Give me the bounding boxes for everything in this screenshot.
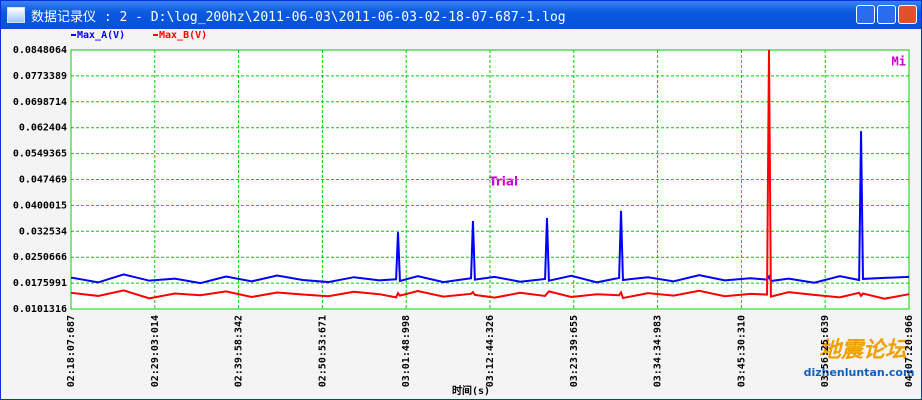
x-tick-label: 02:18:07:687 <box>66 315 77 387</box>
x-tick-label: 02:29:03:014 <box>150 315 161 387</box>
x-axis-label: 时间(s) <box>452 384 490 397</box>
x-tick-label: 04:07:20:966 <box>904 315 915 387</box>
minimize-button[interactable] <box>856 5 875 24</box>
window-title: 数据记录仪 : 2 - D:\log_200hz\2011-06-03\2011… <box>31 9 566 25</box>
y-tick-label: 0.062404 <box>19 123 67 134</box>
plot-border <box>70 49 910 310</box>
annotation: Mi <box>892 55 906 69</box>
x-tick-label: 03:45:30:310 <box>736 315 747 387</box>
y-tick-label: 0.0250666 <box>13 252 67 263</box>
app-icon <box>7 7 25 23</box>
title-bar: 数据记录仪 : 2 - D:\log_200hz\2011-06-03\2011… <box>1 1 921 29</box>
close-button[interactable] <box>898 5 917 24</box>
legend-label: Max_A(V) <box>77 30 125 41</box>
y-tick-label: 0.0101316 <box>13 304 67 315</box>
y-tick-label: 0.0175991 <box>13 278 67 289</box>
x-tick-label: 03:12:44:326 <box>485 315 496 387</box>
chart: Trial Mi 时间(s) 地震论坛 dizhenluntan.com 0.0… <box>13 30 915 397</box>
y-tick-label: 0.032534 <box>19 226 67 237</box>
x-tick-label: 02:39:58:342 <box>234 315 245 387</box>
legend-label: Max_B(V) <box>159 30 207 41</box>
y-tick-label: 0.0698714 <box>13 97 67 108</box>
annotation: Trial <box>489 175 518 189</box>
x-tick-label: 03:23:39:655 <box>569 315 580 387</box>
maximize-button[interactable] <box>877 5 896 24</box>
watermark-url: dizhenluntan.com <box>804 366 915 379</box>
y-tick-label: 0.0848064 <box>13 45 67 56</box>
window-buttons <box>856 5 917 24</box>
y-tick-label: 0.0549365 <box>13 149 67 160</box>
x-tick-label: 02:50:53:671 <box>317 315 328 387</box>
x-tick-label: 03:34:34:983 <box>653 315 664 387</box>
x-tick-label: 03:56:25:639 <box>820 315 831 387</box>
x-tick-label: 03:01:48:998 <box>401 315 412 387</box>
y-tick-label: 0.0773389 <box>13 71 67 82</box>
series-line <box>70 50 910 300</box>
watermark-title: 地震论坛 <box>819 338 910 363</box>
y-tick-label: 0.0400015 <box>13 200 67 211</box>
y-tick-label: 0.047469 <box>19 175 67 186</box>
series-line <box>70 131 910 285</box>
